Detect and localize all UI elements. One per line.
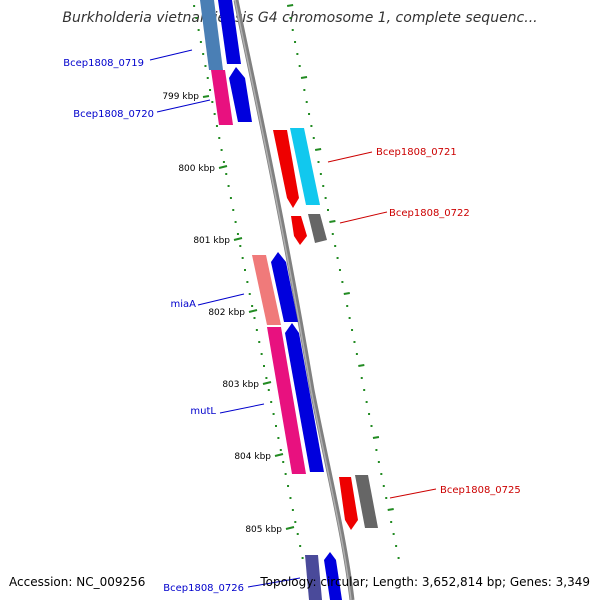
gene-leader-line [339, 211, 388, 224]
gene-label[interactable]: Bcep1808_0726 [163, 583, 244, 594]
gene-bar-outer [291, 216, 307, 245]
gene-feature[interactable]: Bcep1808_0719 [63, 0, 241, 70]
chromosome-backbone-highlight [234, 0, 352, 600]
gene-bar-inner [308, 214, 327, 243]
track-dash [372, 436, 380, 439]
gene-feature[interactable]: Bcep1808_0720 [73, 67, 252, 125]
gene-label[interactable]: Bcep1808_0719 [63, 58, 144, 69]
tick-layer [193, 4, 400, 559]
track-dash [387, 508, 394, 511]
gene-feature[interactable]: Bcep1808_0721 [273, 128, 457, 208]
gene-leader-line [327, 151, 373, 163]
scale-label: 800 kbp [178, 164, 215, 174]
gene-feature[interactable]: miaA [171, 252, 299, 325]
track-dash [286, 4, 294, 7]
gene-leader-line [156, 99, 211, 113]
gene-leader-line [197, 293, 245, 306]
gene-feature[interactable]: Bcep1808_0722 [291, 208, 470, 245]
scale-tick [285, 526, 295, 530]
gene-label[interactable]: Bcep1808_0721 [376, 147, 457, 158]
accession-text: Accession: NC_009256 [9, 575, 146, 589]
gene-label[interactable]: Bcep1808_0725 [440, 485, 521, 496]
scale-label: 801 kbp [193, 236, 230, 246]
scale-tick [218, 165, 228, 169]
scale-tick [274, 453, 284, 457]
gene-bar-inner [229, 67, 252, 122]
map-title: Burkholderia vietnamiensis G4 chromosome… [62, 10, 538, 26]
track-dash [343, 292, 350, 295]
gene-label[interactable]: Bcep1808_0722 [389, 208, 470, 219]
scale-label: 803 kbp [222, 380, 259, 390]
track-dash [314, 148, 322, 151]
gene-feature[interactable]: Bcep1808_0726 [163, 552, 342, 600]
scale-label: 799 kbp [162, 92, 199, 102]
genome-summary-text: Topology: circular; Length: 3,652,814 bp… [260, 575, 590, 589]
scale-layer: 799 kbp 800 kbp 801 kbp 802 kbp 803 kbp … [162, 92, 295, 535]
scale-tick [262, 381, 272, 385]
gene-bar-inner [218, 0, 241, 64]
gene-bar-outer [252, 255, 281, 325]
gene-bar-inner [355, 475, 378, 528]
scale-label: 804 kbp [234, 452, 271, 462]
gene-bar-inner [271, 252, 298, 322]
gene-bar-inner [324, 552, 342, 600]
scale-tick [233, 237, 243, 241]
track-dash [358, 364, 365, 367]
gene-feature[interactable]: Bcep1808_0725 [339, 475, 521, 530]
gene-bar-outer [273, 130, 299, 208]
scale-label: 805 kbp [245, 525, 282, 535]
track-dash [329, 220, 336, 223]
gene-bar-outer [339, 477, 358, 530]
gene-bar-inner [290, 128, 320, 205]
gene-bar-outer [200, 0, 223, 70]
scale-label: 802 kbp [208, 308, 245, 318]
scale-tick [248, 309, 258, 313]
gene-bar-outer [267, 327, 306, 474]
chromosome-backbone [233, 0, 355, 600]
gene-leader-line [247, 577, 301, 588]
gene-layer: Bcep1808_0719 Bcep1808_0720 Bcep1808_072… [63, 0, 521, 600]
gene-label[interactable]: miaA [171, 299, 197, 310]
gene-bar-outer [305, 555, 322, 600]
scale-tick [202, 95, 210, 98]
gene-feature[interactable]: mutL [190, 323, 324, 474]
gene-label[interactable]: mutL [190, 406, 216, 417]
gene-bar-inner [285, 323, 324, 472]
track-dash [300, 76, 308, 79]
gene-label[interactable]: Bcep1808_0720 [73, 109, 154, 120]
gene-leader-line [219, 403, 265, 414]
gene-bar-outer [211, 70, 233, 125]
gene-leader-line [389, 488, 437, 499]
gene-leader-line [149, 49, 193, 61]
